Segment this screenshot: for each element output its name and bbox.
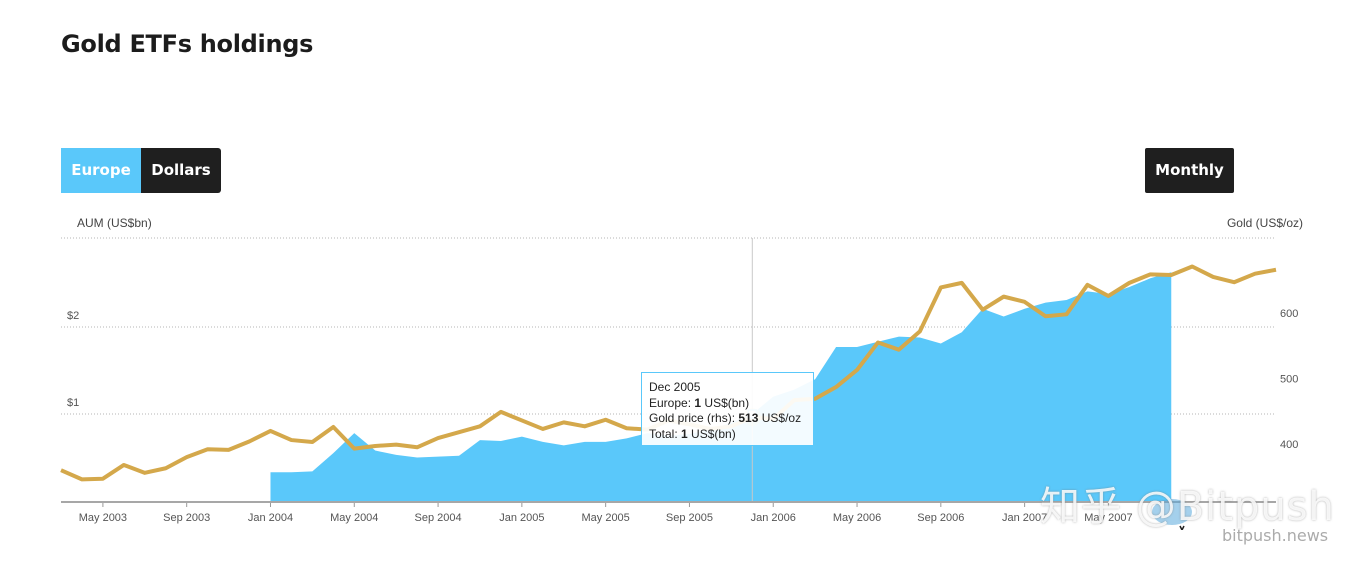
dollars-toggle-button[interactable]: Dollars (141, 148, 221, 193)
x-axis-tick-label: Sep 2004 (415, 512, 462, 524)
watermark-url: bitpush.news (1222, 526, 1329, 545)
right-axis-tick-label: 500 (1280, 374, 1298, 386)
tooltip-gold-row: Gold price (rhs): 513 US$/oz (649, 411, 813, 427)
left-axis-tick-label: $1 (67, 397, 79, 409)
tooltip-date: Dec 2005 (649, 380, 701, 394)
europe-area-series (270, 272, 1172, 501)
left-axis-tick-label: $2 (67, 310, 79, 322)
tooltip-gold-unit: US$/oz (758, 411, 802, 425)
right-axis-tick-label: 600 (1280, 308, 1298, 320)
tooltip-europe-label: Europe: (649, 395, 695, 410)
x-axis-tick-label: May 2006 (833, 512, 881, 524)
watermark-text: 知乎 @Bitpush (1040, 484, 1335, 530)
x-axis-tick-label: Sep 2005 (666, 512, 713, 524)
europe-toggle-button[interactable]: Europe (61, 148, 141, 193)
x-axis-tick-label: Sep 2003 (163, 512, 210, 524)
x-axis-tick-label: Jan 2004 (248, 512, 293, 524)
monthly-frequency-button[interactable]: Monthly (1145, 148, 1234, 193)
left-axis-title: AUM (US$bn) (77, 216, 152, 230)
x-axis-tick-label: May 2004 (330, 512, 378, 524)
tooltip-europe-value: 1 (694, 395, 702, 410)
tooltip-gold-label: Gold price (rhs): (649, 411, 739, 425)
chart-title: Gold ETFs holdings (61, 30, 314, 58)
bird-logo-icon (1152, 499, 1192, 530)
x-axis-tick-label: May 2007 (1084, 512, 1132, 524)
tooltip-gold-value: 513 (738, 411, 759, 425)
tooltip-total-row: Total: 1 US$(bn) (649, 427, 813, 443)
x-axis-tick-label: Jan 2005 (499, 512, 544, 524)
right-axis-tick-label: 400 (1280, 439, 1298, 451)
tooltip-total-unit: US$(bn) (687, 426, 736, 441)
x-axis-tick-label: Jan 2006 (751, 512, 796, 524)
tooltip-europe-row: Europe: 1 US$(bn) (649, 396, 813, 412)
x-axis-tick-label: May 2005 (581, 512, 629, 524)
x-axis-tick-label: Jan 2007 (1002, 512, 1047, 524)
tooltip-total-label: Total: (649, 426, 682, 441)
chart-tooltip: Dec 2005 Europe: 1 US$(bn) Gold price (r… (641, 372, 814, 446)
tooltip-total-value: 1 (681, 426, 688, 441)
right-axis-title: Gold (US$/oz) (1226, 216, 1303, 230)
x-axis-tick-label: Sep 2006 (917, 512, 964, 524)
tooltip-europe-unit: US$(bn) (701, 395, 750, 410)
x-axis-tick-label: May 2003 (79, 512, 127, 524)
